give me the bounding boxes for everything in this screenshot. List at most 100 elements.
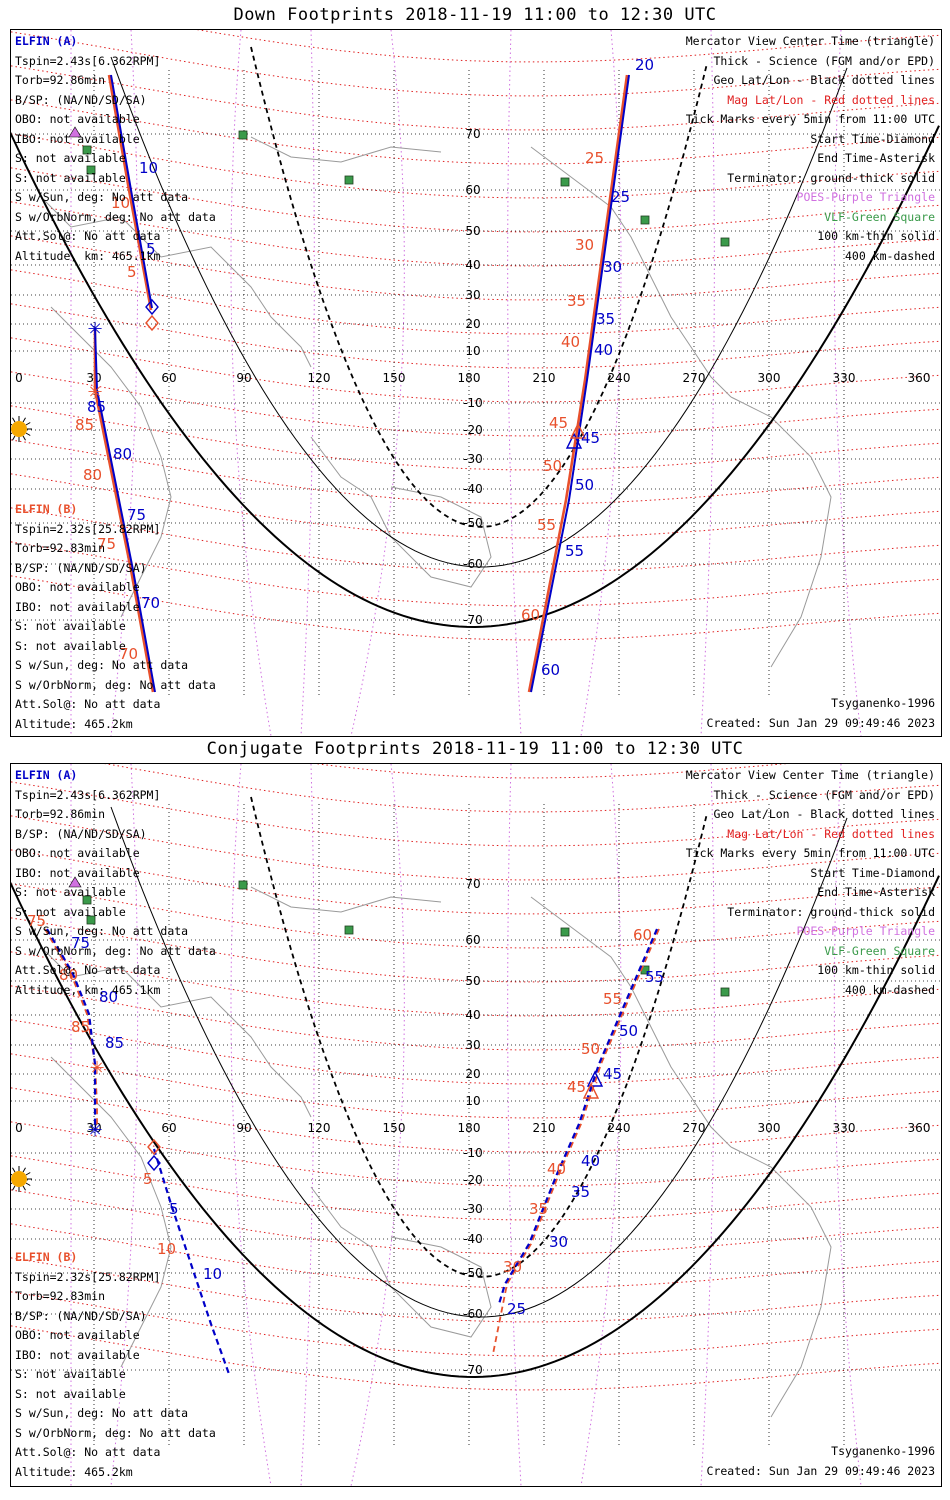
mag-lon-grid (70, 30, 862, 736)
coastline (50, 1056, 172, 1368)
lon-tick-label: 210 (533, 371, 556, 385)
vlf-green-square-icon (720, 237, 730, 247)
lon-tick-label: 360 (908, 1121, 931, 1135)
sun-ray (22, 435, 26, 441)
elfin-a-name: ELFIN (A) (15, 768, 78, 782)
lat-tick-label: 60 (465, 183, 480, 197)
lon-tick-label: 30 (86, 1121, 101, 1135)
vlf-green-square-icon (344, 175, 354, 185)
coastline (730, 1146, 832, 1418)
sun-ray (22, 1185, 26, 1191)
legend-entry: Thick - Science (FGM and/or EPD) (713, 787, 935, 802)
elfin-b-line: Altitude: 465.2km (15, 716, 133, 731)
lat-labels: 70 60 50 40 30 20 10 -10 -20 -30 -40 -50 -60 -70 (463, 127, 483, 627)
elfin-a-line: Tspin=2.43s[6.362RPM] (15, 787, 161, 802)
elfin-b-tick-label: 85 (71, 1018, 90, 1036)
terminator (11, 46, 940, 628)
terminator-ground-line (11, 125, 940, 628)
coastline (250, 886, 442, 913)
sun-ray (11, 432, 13, 435)
legend-entry: POES-Purple Triangle (796, 924, 935, 938)
elfin-b-line: S w/OrbNorm, deg: No att data (15, 677, 216, 692)
elfin-a-tick-label: 80 (99, 988, 118, 1006)
elfin-b-tick-label: 40 (561, 333, 580, 351)
mag-lon-line (580, 764, 622, 1486)
conjugate-footprints-map: 0 30 60 90 120 150 180 210 240 270 300 330 360706050… (11, 764, 941, 1486)
elfin-a-tick-label: 30 (603, 258, 622, 276)
coastline (40, 196, 312, 368)
elfin-b-tick-label: 55 (603, 990, 622, 1008)
elfin-a-tick-label: 30 (549, 1233, 568, 1251)
elfin-a-tick-label: 75 (127, 506, 146, 524)
sun-icon (11, 1166, 32, 1192)
sun-ray (25, 422, 31, 426)
elfin-a-line: IBO: not available (15, 131, 140, 146)
sun-ray (25, 432, 31, 436)
elfin-a-info: ELFIN (A) Tspin=2.43s[6.362RPM] Torb=92.… (15, 32, 216, 266)
elfin-a-line: Torb=92.86min (15, 73, 106, 87)
created-timestamp: Created: Sun Jan 29 09:49:46 2023 (706, 716, 935, 730)
legend-entry: Tick Marks every 5min from 11:00 UTC (685, 112, 935, 126)
center-triangle-b-icon (582, 1082, 600, 1099)
lon-tick-label: 270 (683, 371, 706, 385)
lat-tick-label: -40 (463, 482, 483, 496)
lat-tick-label: 10 (465, 344, 480, 358)
elfin-b-tick-label: 75 (27, 912, 46, 930)
start-diamond-b-icon (147, 1138, 161, 1156)
mag-lon-line (350, 30, 405, 736)
sun-ray (11, 423, 13, 426)
lat-tick-label: 50 (465, 974, 480, 988)
lat-tick-label: -40 (463, 1232, 483, 1246)
lat-tick-label: -50 (463, 1266, 483, 1280)
sun-ray (22, 1167, 26, 1173)
mag-lon-line (110, 30, 139, 736)
lat-tick-label: 50 (465, 224, 480, 238)
vlf-stations (68, 876, 730, 997)
map-legend: Mercator View Center Time (triangle) Thic… (686, 766, 935, 1000)
vlf-green-square-icon (640, 215, 650, 225)
legend-entry: Geo Lat/Lon - Black dotted lines (713, 807, 935, 821)
elfin-b-info: ELFIN (B) Tspin=2.32s[25.82RPM] Torb=92.… (15, 500, 216, 734)
elfin-a-line: IBO: not available (15, 865, 140, 880)
geo-grid (11, 804, 941, 1446)
elfin-b-line: Tspin=2.32s[25.82RPM] (15, 1269, 161, 1284)
elfin-a-line: S w/OrbNorm, deg: No att data (15, 943, 216, 958)
elfin-a-line: Altitude, km: 465.1km (15, 248, 161, 263)
lat-tick-label: -70 (463, 613, 483, 627)
center-triangle-a-icon (586, 1070, 604, 1087)
coastline (730, 396, 832, 668)
legend-entry: Terminator: ground-thick solid (727, 170, 935, 185)
sun-ray (12, 1185, 16, 1191)
terminator-400km-line (250, 796, 708, 1278)
legend-entry: Terminator: ground-thick solid (727, 904, 935, 919)
elfin-a-tick-label: 35 (571, 1183, 590, 1201)
elfin-a-tick-label: 75 (71, 934, 90, 952)
elfin-b-track (492, 928, 660, 1355)
sun-disc (11, 1171, 27, 1187)
map-legend: Mercator View Center Time (triangle) Thic… (686, 32, 935, 266)
elfin-a-track (530, 74, 630, 693)
center-triangle-a-icon (565, 432, 583, 449)
elfin-b-tick-label: 75 (97, 535, 116, 553)
terminator-400km-line (250, 46, 708, 528)
mag-lon-line (700, 764, 715, 1486)
elfin-a-tick-label: 5 (169, 1200, 179, 1218)
lon-tick-label: 120 (308, 371, 331, 385)
legend-entry: Thick - Science (FGM and/or EPD) (713, 53, 935, 68)
lat-tick-label: 40 (465, 258, 480, 272)
sun-ray (11, 1182, 13, 1185)
mag-lon-line (230, 30, 272, 736)
lat-tick-label: -50 (463, 516, 483, 530)
lon-tick-label: 0 (15, 371, 23, 385)
elfin-b-name: ELFIN (B) (15, 502, 78, 516)
legend-entry: Mag Lat/Lon - Red dotted lines (727, 92, 935, 107)
legend-entry: VLF-Green Square (824, 943, 935, 958)
elfin-a-tick-label: 55 (645, 968, 664, 986)
mag-lat-line (11, 303, 941, 369)
lon-tick-label: 360 (908, 371, 931, 385)
elfin-b-tick-label: 30 (575, 236, 594, 254)
elfin-b-tick-label: 40 (547, 1160, 566, 1178)
legend-entry: 400 km-dashed (844, 982, 935, 997)
vlf-green-square-icon (238, 880, 248, 890)
elfin-a-tick-label: 10 (203, 1265, 222, 1283)
